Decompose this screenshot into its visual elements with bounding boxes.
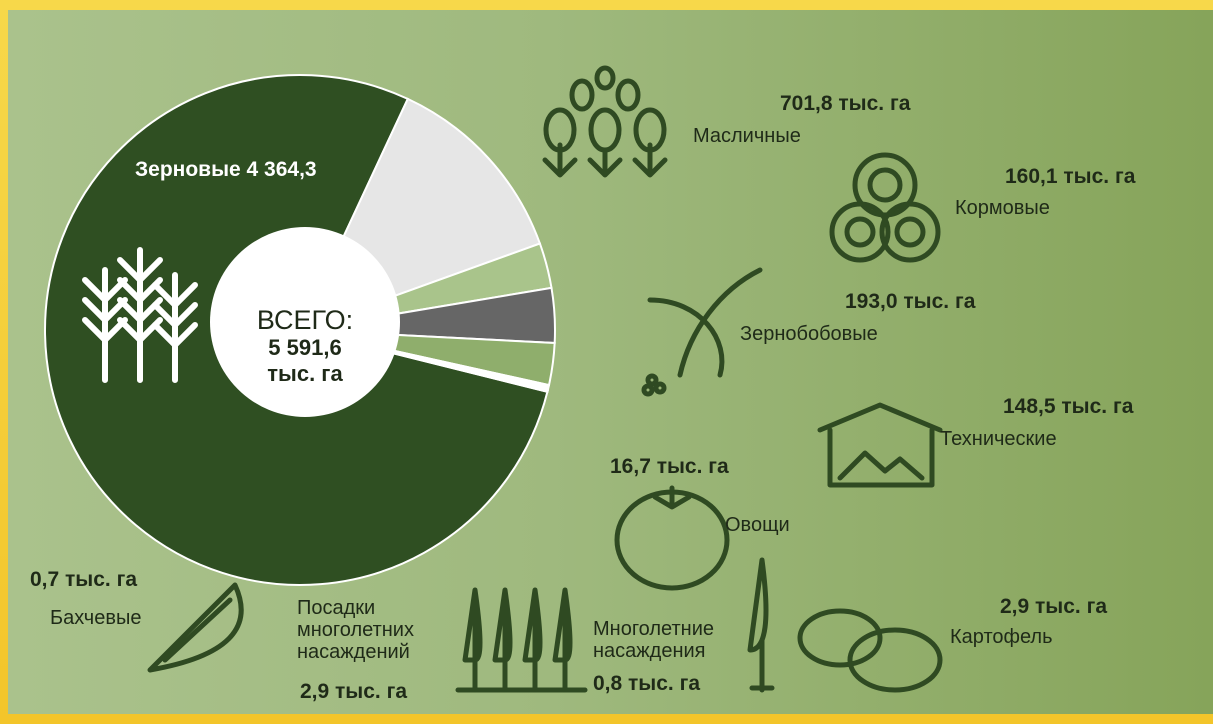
wheat-icon: [82, 247, 198, 383]
melon-icon: [147, 582, 244, 673]
category-label: Зернобобовые: [740, 323, 878, 345]
tree-icon: [747, 557, 775, 693]
total-value: 5 591,6: [268, 335, 342, 360]
total: ВСЕГО: 5 591,6 тыс. га: [225, 305, 385, 387]
category-label: Многолетние насаждения: [593, 618, 714, 662]
value-label: 0,7 тыс. га: [30, 568, 138, 591]
category-label: Технические: [940, 428, 1057, 450]
category-label: Посадки многолетних насаждений: [297, 597, 414, 663]
value-label: 701,8 тыс. га: [780, 92, 911, 115]
donut-hole: [210, 227, 400, 417]
value-label: 2,9 тыс. га: [300, 680, 408, 703]
value-label: 193,0 тыс. га: [845, 290, 976, 313]
tomato-icon: [614, 485, 730, 591]
category-label: Овощи: [725, 514, 790, 536]
category-label: Масличные: [693, 125, 801, 147]
value-label: 16,7 тыс. га: [610, 455, 729, 478]
hay-icon: [829, 152, 941, 263]
barn-icon: [817, 402, 943, 488]
category-label: Картофель: [950, 626, 1053, 648]
category-label: Бахчевые: [50, 607, 142, 629]
trees-icon: [455, 587, 588, 693]
category-label: Кормовые: [955, 197, 1050, 219]
oilseed-icon: [542, 65, 668, 178]
grain-label: Зерновые 4 364,3: [135, 158, 317, 182]
value-label: 2,9 тыс. га: [1000, 595, 1108, 618]
value-label: 160,1 тыс. га: [1005, 165, 1136, 188]
value-label: 0,8 тыс. га: [593, 672, 701, 695]
category-label: Зерновые: [135, 158, 241, 181]
value-label: 148,5 тыс. га: [1003, 395, 1134, 418]
value-label: 4 364,3: [246, 158, 317, 181]
total-label: ВСЕГО:: [256, 305, 354, 335]
pea-icon: [641, 267, 763, 397]
potato-icon: [797, 608, 943, 693]
total-unit: тыс. га: [267, 361, 343, 386]
